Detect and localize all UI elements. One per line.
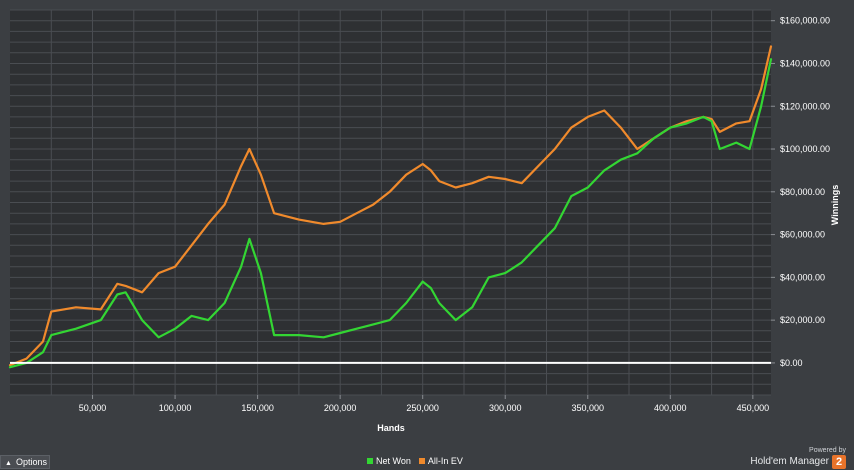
x-axis-ticks: 50,000 100,000 150,000 200,000 250,000 300,00… xyxy=(79,395,769,413)
x-tick-label: 250,000 xyxy=(406,403,439,413)
legend-swatch-all-in-ev xyxy=(418,458,425,464)
legend-item-all-in-ev[interactable]: All-In EV xyxy=(418,456,463,466)
brand-badge: 2 xyxy=(832,455,846,469)
x-tick-label: 200,000 xyxy=(324,403,357,413)
legend-item-net-won[interactable]: Net Won xyxy=(367,456,411,466)
x-tick-label: 100,000 xyxy=(159,403,192,413)
x-tick-label: 300,000 xyxy=(489,403,522,413)
x-axis-title: Hands xyxy=(377,423,405,433)
series-line-net-won xyxy=(8,58,773,369)
legend-swatch-net-won xyxy=(367,458,373,464)
y-tick-label: $20,000.00 xyxy=(780,315,825,325)
brand-powered-by: Powered by xyxy=(809,447,846,454)
y-tick-label: $120,000.00 xyxy=(780,101,830,111)
chevron-up-icon: ▲ xyxy=(5,460,12,467)
brand-name: Hold'em Manager xyxy=(750,455,829,467)
y-tick-label: $140,000.00 xyxy=(780,58,830,68)
y-tick-label: $40,000.00 xyxy=(780,272,825,282)
legend-label-net-won: Net Won xyxy=(376,456,411,466)
y-axis-ticks: $0.00 $20,000.00 $40,000.00 $60,000.00 $80,0… xyxy=(771,16,830,368)
x-tick-label: 400,000 xyxy=(654,403,687,413)
y-tick-label: $60,000.00 xyxy=(780,230,825,240)
options-label: Options xyxy=(15,457,47,467)
options-button[interactable]: ▲ Options xyxy=(0,455,50,469)
y-axis-title: Winnings xyxy=(830,185,840,225)
x-tick-label: 50,000 xyxy=(79,403,107,413)
x-tick-label: 150,000 xyxy=(241,403,274,413)
legend-label-all-in-ev: All-In EV xyxy=(427,456,463,466)
y-tick-label: $160,000.00 xyxy=(780,16,830,26)
y-tick-label: $80,000.00 xyxy=(780,187,825,197)
series-lines xyxy=(8,45,773,369)
y-tick-label: $100,000.00 xyxy=(780,144,830,154)
legend: Net Won All-In EV xyxy=(367,456,463,466)
y-tick-label: $0.00 xyxy=(780,358,803,368)
x-tick-label: 450,000 xyxy=(737,403,770,413)
x-tick-label: 350,000 xyxy=(571,403,604,413)
